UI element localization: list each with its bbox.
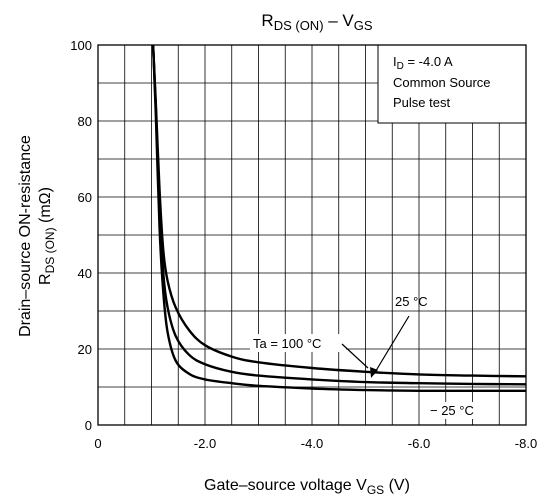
- cond-id-main: I: [393, 54, 397, 69]
- conditions-box: ID = -4.0 A Common Source Pulse test: [377, 44, 527, 124]
- chart-title: RDS (ON) – VGS: [261, 11, 372, 33]
- plot-area: [97, 44, 527, 426]
- annotation-minus-25: − 25 °C: [430, 403, 474, 418]
- annotation-arrow-25: [373, 315, 410, 375]
- x-tick-label: -8.0: [515, 436, 537, 451]
- series-line-2: [151, 44, 526, 393]
- y-axis-label: Drain–source ON-resistance RDS (ON) (mΩ): [17, 135, 57, 337]
- title-sub2: GS: [354, 18, 373, 33]
- annotation-bg: [250, 334, 346, 352]
- title-main: R: [261, 11, 273, 30]
- title-sub1: DS (ON): [274, 18, 324, 33]
- y-tick-label: 20: [78, 342, 92, 357]
- x-tick-label: -2.0: [194, 436, 216, 451]
- data-series: [151, 44, 527, 393]
- cond-id-value: = -4.0 A: [404, 54, 453, 69]
- y-tick-labels: 0 20 40 60 80 100: [70, 38, 92, 433]
- x-tick-label: -4.0: [301, 436, 323, 451]
- xlabel-post: (V): [384, 477, 410, 494]
- annotation-25: 25 °C: [395, 294, 428, 309]
- xlabel-sub: GS: [367, 483, 384, 497]
- cond-id-sub: D: [397, 61, 404, 72]
- x-axis-label: Gate–source voltage VGS (V): [204, 477, 410, 497]
- ylabel-line2-post: (mΩ): [37, 187, 54, 227]
- y-tick-label: 80: [78, 114, 92, 129]
- x-tick-labels: 0 -2.0 -4.0 -6.0 -8.0: [94, 436, 537, 451]
- ylabel-line2-sub: DS (ON): [43, 227, 57, 273]
- ylabel-line2: RDS (ON) (mΩ): [37, 187, 57, 285]
- annotation-ta-100: Ta = 100 °C: [253, 336, 321, 351]
- ylabel-line1: Drain–source ON-resistance: [17, 135, 34, 337]
- conditions-box-frame: [377, 44, 527, 124]
- conditions-line2: Common Source: [393, 75, 491, 90]
- annotation-leader-100: [341, 343, 369, 369]
- y-tick-label: 60: [78, 190, 92, 205]
- xlabel-pre: Gate–source voltage V: [204, 477, 367, 494]
- conditions-drain-current: ID = -4.0 A: [393, 54, 453, 72]
- conditions-line3: Pulse test: [393, 95, 450, 110]
- x-tick-label: 0: [94, 436, 101, 451]
- y-tick-label: 100: [70, 38, 92, 53]
- ylabel-line2-main: R: [37, 273, 54, 285]
- annotation-bg-m25: [426, 402, 498, 419]
- title-sep: – V: [324, 11, 355, 30]
- annotation-arrowhead-25: [370, 367, 378, 378]
- annotations: Ta = 100 °C 25 °C − 25 °C: [250, 294, 498, 419]
- y-tick-label: 0: [85, 418, 92, 433]
- x-tick-label: -6.0: [408, 436, 430, 451]
- y-tick-label: 40: [78, 266, 92, 281]
